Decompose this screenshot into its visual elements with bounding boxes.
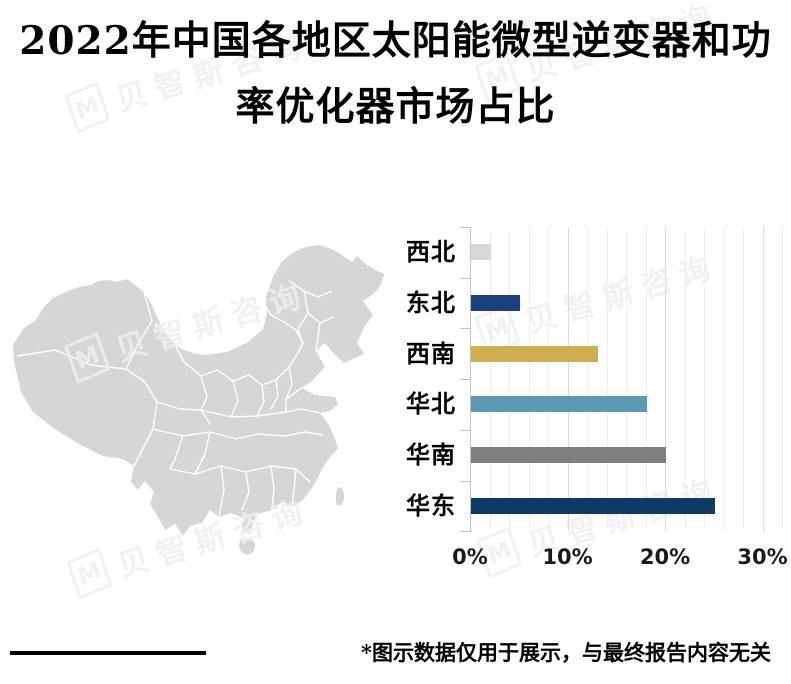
category-label: 华北 xyxy=(406,389,456,419)
chart-bar xyxy=(471,396,647,413)
footnote: *图示数据仅用于展示，与最终报告内容无关 xyxy=(361,640,771,665)
y-axis-tick xyxy=(460,277,470,279)
y-axis-tick xyxy=(460,531,470,533)
page-title-line2: 率优化器市场占比 xyxy=(235,84,556,130)
china-map xyxy=(13,245,384,555)
y-axis-tick xyxy=(460,328,470,330)
y-axis-tick xyxy=(460,379,470,381)
page-title-line1: 2022年中国各地区太阳能微型逆变器和功 xyxy=(19,18,772,64)
y-axis-line xyxy=(470,227,471,533)
china-map-outline xyxy=(13,245,384,536)
chart-bar xyxy=(471,295,520,312)
gridline xyxy=(528,227,530,532)
gridline xyxy=(723,227,725,532)
chart-bar xyxy=(471,244,491,261)
gridline xyxy=(626,227,627,532)
chart-bar xyxy=(471,345,598,362)
footer-rule xyxy=(10,651,206,655)
gridline xyxy=(762,227,764,532)
province-borders xyxy=(16,280,335,518)
y-axis-tick xyxy=(460,227,470,228)
gridline xyxy=(665,227,666,532)
y-axis-tick xyxy=(460,429,470,431)
gridline xyxy=(684,227,686,532)
chart-bar xyxy=(471,497,715,514)
category-label: 西北 xyxy=(406,237,456,267)
chart-bar xyxy=(471,447,666,464)
x-axis-tick-label: 20% xyxy=(639,545,691,570)
category-label: 东北 xyxy=(406,288,456,318)
gridline xyxy=(509,227,510,532)
hainan-island xyxy=(239,537,256,555)
taiwan-island xyxy=(335,487,345,506)
category-label: 华南 xyxy=(406,440,456,470)
gridline xyxy=(567,227,569,532)
category-label: 华东 xyxy=(406,490,456,520)
gridline xyxy=(743,227,744,532)
gridline xyxy=(645,227,647,532)
gridline xyxy=(606,227,608,532)
gridline xyxy=(489,227,491,532)
x-axis-tick-label: 30% xyxy=(737,545,788,570)
gridline xyxy=(587,227,588,532)
x-axis-tick-label: 0% xyxy=(452,545,488,570)
page-title: 2022年中国各地区太阳能微型逆变器和功 率优化器市场占比 xyxy=(0,8,791,140)
gridline xyxy=(704,227,705,532)
category-label: 西南 xyxy=(406,338,456,368)
gridline xyxy=(548,227,549,532)
gridline xyxy=(782,227,783,532)
y-axis-tick xyxy=(460,480,470,482)
x-axis-tick-label: 10% xyxy=(542,545,593,570)
